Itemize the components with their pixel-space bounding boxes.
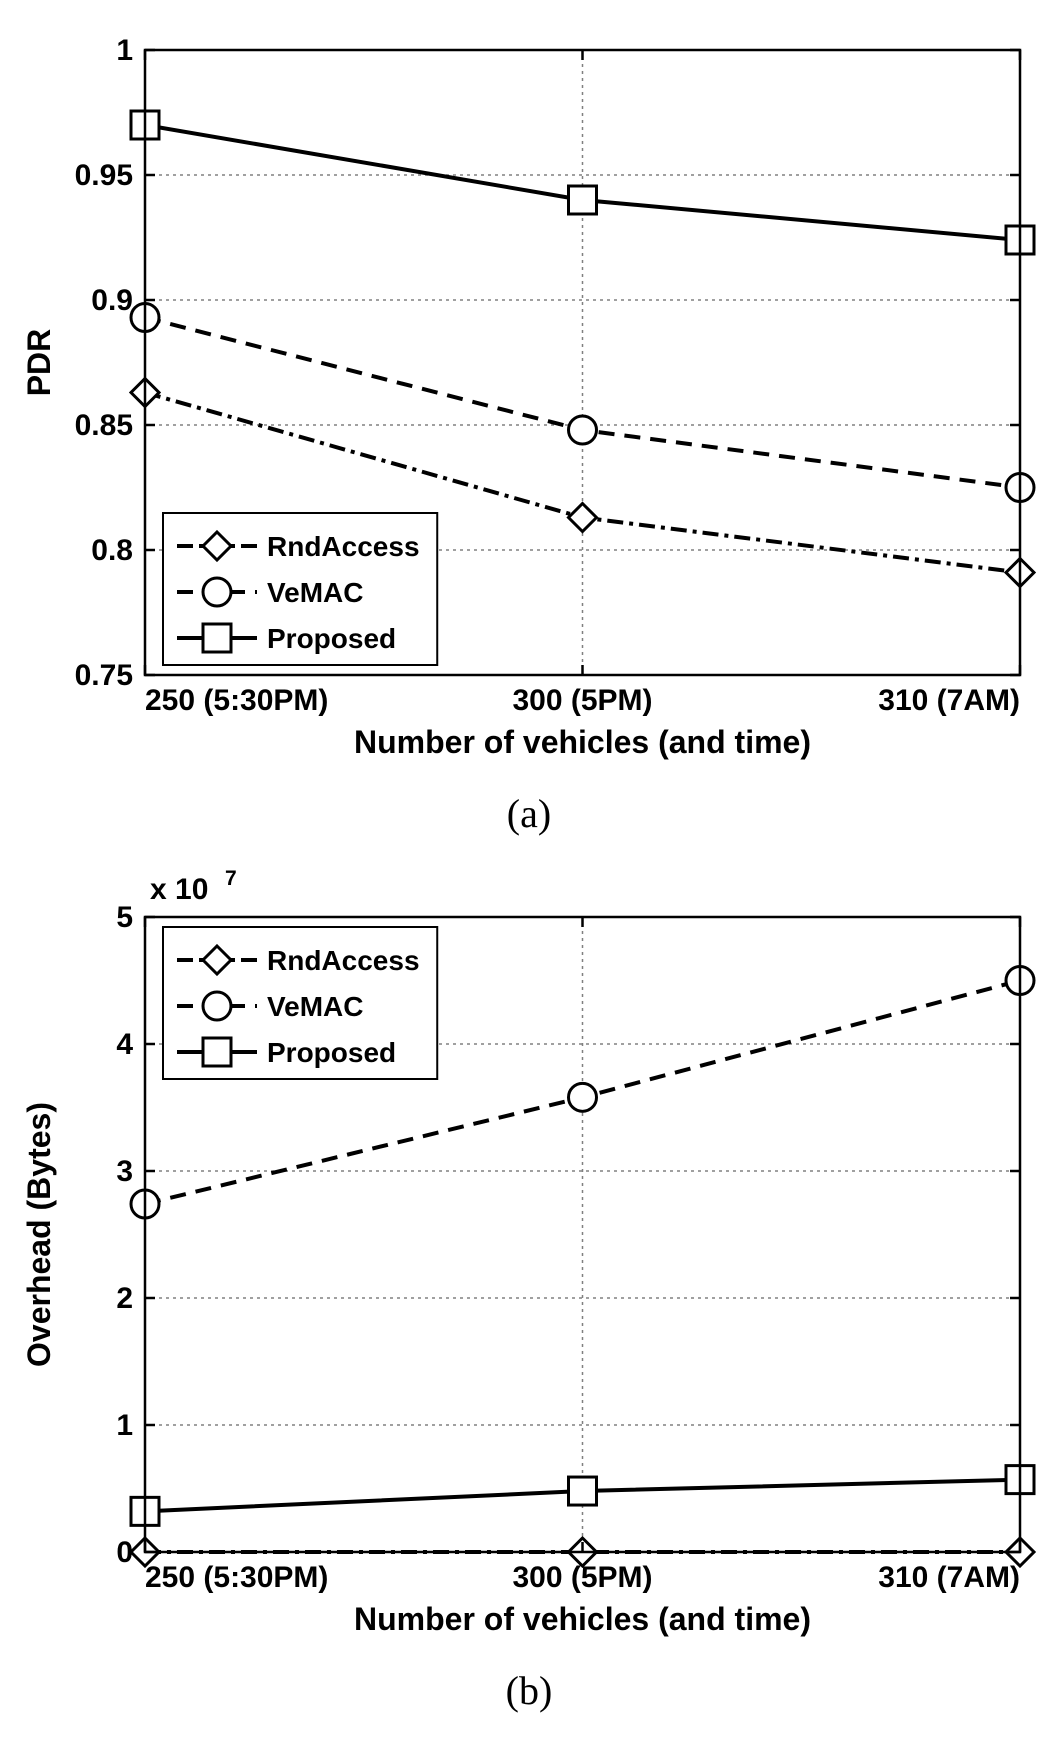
svg-text:RndAccess: RndAccess bbox=[267, 945, 420, 976]
subplot-label-b: (b) bbox=[20, 1667, 1038, 1714]
svg-text:1: 1 bbox=[116, 1409, 133, 1442]
svg-text:0.75: 0.75 bbox=[75, 659, 133, 692]
chart-b-svg: 0 1 2 3 4 5 250 (5:30PM) 300 (5PM) 310 (7AM) Numb… bbox=[20, 857, 1038, 1657]
svg-text:2: 2 bbox=[116, 1282, 133, 1315]
svg-text:4: 4 bbox=[116, 1028, 133, 1061]
chart-a-wrapper: 0.75 0.8 0.85 0.9 0.95 1 250 (5:30PM) 300 (5PM)… bbox=[20, 20, 1038, 837]
svg-text:0: 0 bbox=[116, 1536, 133, 1569]
svg-text:Number of vehicles (and time): Number of vehicles (and time) bbox=[354, 1601, 811, 1637]
svg-text:7: 7 bbox=[225, 867, 237, 890]
svg-text:0.8: 0.8 bbox=[91, 534, 133, 567]
svg-text:Proposed: Proposed bbox=[267, 1037, 396, 1068]
svg-text:0.9: 0.9 bbox=[91, 284, 133, 317]
svg-text:VeMAC: VeMAC bbox=[267, 577, 363, 608]
svg-text:3: 3 bbox=[116, 1155, 133, 1188]
svg-text:300 (5PM): 300 (5PM) bbox=[512, 1561, 652, 1594]
svg-text:VeMAC: VeMAC bbox=[267, 991, 363, 1022]
svg-text:Number of vehicles (and time): Number of vehicles (and time) bbox=[354, 724, 811, 760]
svg-text:RndAccess: RndAccess bbox=[267, 531, 420, 562]
svg-text:250 (5:30PM): 250 (5:30PM) bbox=[145, 1561, 328, 1594]
svg-text:0.85: 0.85 bbox=[75, 409, 133, 442]
svg-text:1: 1 bbox=[116, 34, 133, 67]
figure-container: 0.75 0.8 0.85 0.9 0.95 1 250 (5:30PM) 300 (5PM)… bbox=[20, 20, 1038, 1714]
chart-a-svg: 0.75 0.8 0.85 0.9 0.95 1 250 (5:30PM) 300 (5PM)… bbox=[20, 20, 1038, 780]
svg-text:5: 5 bbox=[116, 901, 133, 934]
svg-text:Proposed: Proposed bbox=[267, 623, 396, 654]
svg-text:310 (7AM): 310 (7AM) bbox=[878, 1561, 1020, 1594]
svg-text:300 (5PM): 300 (5PM) bbox=[512, 684, 652, 717]
svg-text:0.95: 0.95 bbox=[75, 159, 133, 192]
svg-text:310 (7AM): 310 (7AM) bbox=[878, 684, 1020, 717]
svg-text:Overhead (Bytes): Overhead (Bytes) bbox=[21, 1102, 57, 1367]
subplot-label-a: (a) bbox=[20, 790, 1038, 837]
svg-text:PDR: PDR bbox=[21, 329, 57, 397]
svg-text:x 10: x 10 bbox=[150, 873, 208, 906]
svg-text:250 (5:30PM): 250 (5:30PM) bbox=[145, 684, 328, 717]
chart-b-wrapper: 0 1 2 3 4 5 250 (5:30PM) 300 (5PM) 310 (7AM) Numb… bbox=[20, 857, 1038, 1714]
